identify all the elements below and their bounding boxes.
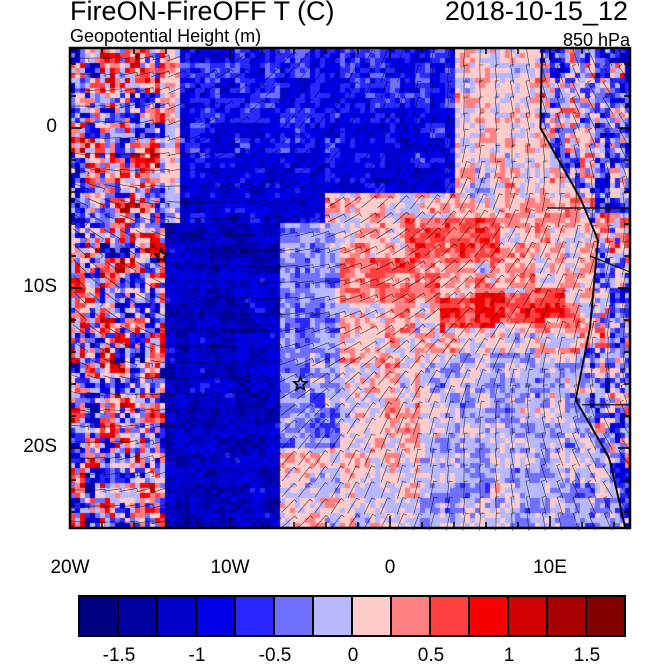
star-marker	[291, 374, 310, 392]
colorbar-label: 1	[503, 645, 515, 666]
colorbar-swatch	[548, 597, 587, 635]
colorbar-label: 0.5	[417, 645, 445, 666]
y-tick-label: 0	[46, 116, 57, 137]
wind-barbs	[70, 48, 630, 532]
colorbar-swatch	[431, 597, 470, 635]
y-tick-label: 20S	[23, 436, 57, 457]
colorbar-label: 0	[347, 645, 359, 666]
colorbar-swatch	[587, 597, 624, 635]
x-tick-label: 10E	[533, 557, 567, 578]
colorbar-swatch	[158, 597, 197, 635]
colorbar-swatch	[275, 597, 314, 635]
colorbar-label: -0.5	[258, 645, 292, 666]
pressure-level: 850 hPa	[562, 30, 630, 50]
colorbar-swatch	[236, 597, 275, 635]
colorbar-label: -1.5	[102, 645, 136, 666]
star-marker	[152, 246, 170, 264]
colorbar-swatch	[314, 597, 353, 635]
plot-frame	[68, 46, 632, 530]
plot-date: 2018-10-15_12	[444, 0, 628, 26]
colorbar-swatch	[470, 597, 509, 635]
colorbar-swatch	[80, 597, 119, 635]
x-tick-label: 10W	[210, 557, 250, 578]
colorbar	[78, 595, 626, 637]
country-borders	[546, 207, 631, 406]
colorbar-label: 1.5	[573, 645, 601, 666]
axis-ticks	[69, 48, 630, 528]
colorbar-swatch	[353, 597, 392, 635]
x-tick-label: 0	[384, 557, 396, 578]
x-tick-label: 20W	[50, 557, 90, 578]
colorbar-label: -1	[188, 645, 206, 666]
plot-subtitle: Geopotential Height (m)	[70, 26, 262, 46]
colorbar-swatch	[119, 597, 158, 635]
colorbar-swatch	[509, 597, 548, 635]
coastline	[539, 47, 627, 529]
y-tick-label: 10S	[23, 276, 57, 297]
colorbar-swatch	[392, 597, 431, 635]
colorbar-swatch	[197, 597, 236, 635]
plot-title: FireON-FireOFF T (C)	[70, 0, 335, 26]
temperature-difference-map	[70, 48, 630, 528]
